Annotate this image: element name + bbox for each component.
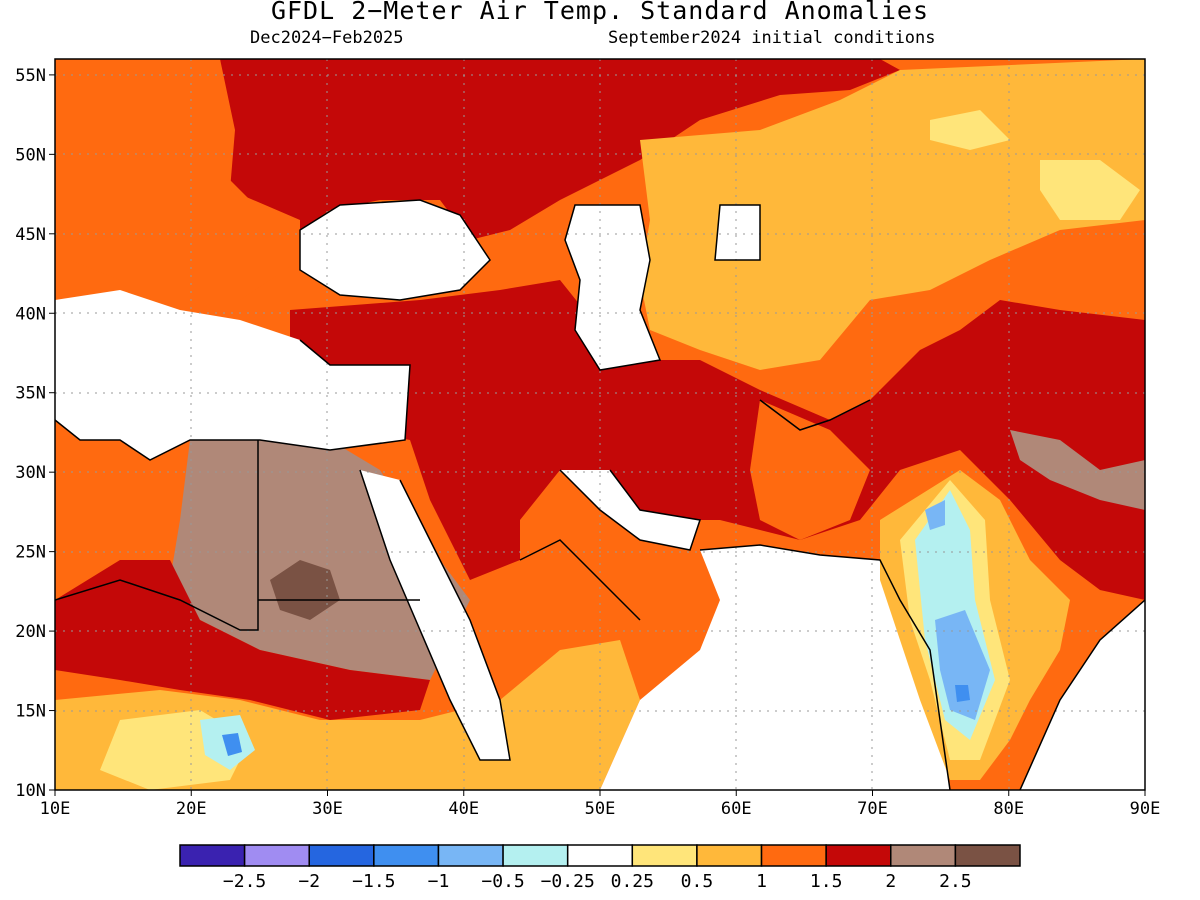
y-tick-label: 55N <box>15 66 46 86</box>
anomaly-blue-india-north <box>925 500 945 530</box>
colorbar-swatch <box>243 844 310 867</box>
colorbar-label: 1.5 <box>810 871 843 892</box>
colorbar-swatch <box>954 844 1021 867</box>
initial-conditions-subtitle: September2024 initial conditions <box>608 28 936 48</box>
colorbar-swatch <box>502 844 569 867</box>
y-tick-label: 10N <box>15 781 46 801</box>
colorbar-label: −2 <box>298 871 320 892</box>
coastlines <box>55 199 1145 790</box>
colorbar-swatch <box>760 844 827 867</box>
anomaly-brown-himalaya <box>1010 430 1145 510</box>
anomaly-yellow-kz2 <box>1040 160 1140 220</box>
sea-persian-gulf <box>560 470 700 550</box>
anomaly-red-europe <box>220 59 900 240</box>
colorbar-swatch <box>566 844 634 867</box>
colorbar-swatch <box>308 844 375 867</box>
gridlines <box>55 59 1145 790</box>
x-tick-label: 10E <box>40 799 71 819</box>
colorbar-label: 2.5 <box>939 871 972 892</box>
y-tick-label: 40N <box>15 304 46 324</box>
y-tick-label: 35N <box>15 384 46 404</box>
y-tick-label: 20N <box>15 622 46 642</box>
anomaly-blue-sahel <box>222 733 242 756</box>
sea-aral <box>715 205 760 260</box>
colorbar-label: 0.5 <box>681 871 714 892</box>
colorbar-swatch <box>179 844 246 867</box>
ocean-arabian-sea <box>600 545 950 790</box>
y-tick-label: 45N <box>15 225 46 245</box>
colorbar-label: −0.5 <box>481 871 524 892</box>
anomaly-orange-europe <box>55 59 300 310</box>
colorbar-label: 2 <box>885 871 896 892</box>
colorbar-label: 0.25 <box>611 871 654 892</box>
colorbar-label: 1 <box>756 871 767 892</box>
sea-caspian <box>565 205 660 370</box>
colorbar-label: −1.5 <box>352 871 395 892</box>
anomaly-darkblue-india <box>955 685 970 702</box>
anomaly-fill <box>55 59 1145 790</box>
sea-mediterranean <box>55 290 410 460</box>
anomaly-orange-iran <box>750 400 870 540</box>
sea-black <box>300 200 490 300</box>
period-subtitle: Dec2024−Feb2025 <box>250 28 404 48</box>
x-tick-label: 60E <box>721 799 752 819</box>
sea-red <box>360 470 510 760</box>
colorbar-label: −2.5 <box>223 871 266 892</box>
anomaly-darkbrown-sahara <box>270 560 340 620</box>
anomaly-lightorange-casia <box>640 59 1145 370</box>
ocean-bay-bengal <box>1020 600 1145 790</box>
colorbar-swatch <box>437 844 504 867</box>
x-axis-ticks: 10E 20E 30E 40E 50E 60E 70E 80E 90E <box>40 790 1161 819</box>
x-tick-label: 20E <box>176 799 207 819</box>
map-title: GFDL 2−Meter Air Temp. Standard Anomalie… <box>270 0 930 25</box>
anomaly-red-mideast <box>290 280 1145 600</box>
x-tick-label: 50E <box>585 799 616 819</box>
y-tick-label: 25N <box>15 543 46 563</box>
x-tick-label: 70E <box>857 799 888 819</box>
x-tick-label: 30E <box>312 799 343 819</box>
x-tick-label: 80E <box>993 799 1024 819</box>
colorbar-swatch <box>631 844 698 867</box>
colorbar-swatch <box>696 844 763 867</box>
y-tick-label: 30N <box>15 463 46 483</box>
anomaly-blue-india <box>935 610 990 720</box>
x-tick-label: 90E <box>1130 799 1161 819</box>
y-axis-ticks: 10N 15N 20N 25N 30N 35N 40N 45N 50N 55N <box>15 66 55 801</box>
anomaly-red-westafrica <box>55 560 430 720</box>
colorbar: −2.5 −2 −1.5 −1 −0.5 −0.25 0.25 0.5 1 1.5 2 2.5 <box>179 844 1021 892</box>
anomaly-yellow-kz <box>930 110 1010 150</box>
colorbar-swatch <box>825 844 892 867</box>
x-tick-label: 40E <box>448 799 479 819</box>
colorbar-label: −0.25 <box>541 871 595 892</box>
y-tick-label: 15N <box>15 702 46 722</box>
colorbar-swatch <box>890 844 957 867</box>
colorbar-label: −1 <box>428 871 450 892</box>
y-tick-label: 50N <box>15 145 46 165</box>
colorbar-swatch <box>373 844 440 867</box>
